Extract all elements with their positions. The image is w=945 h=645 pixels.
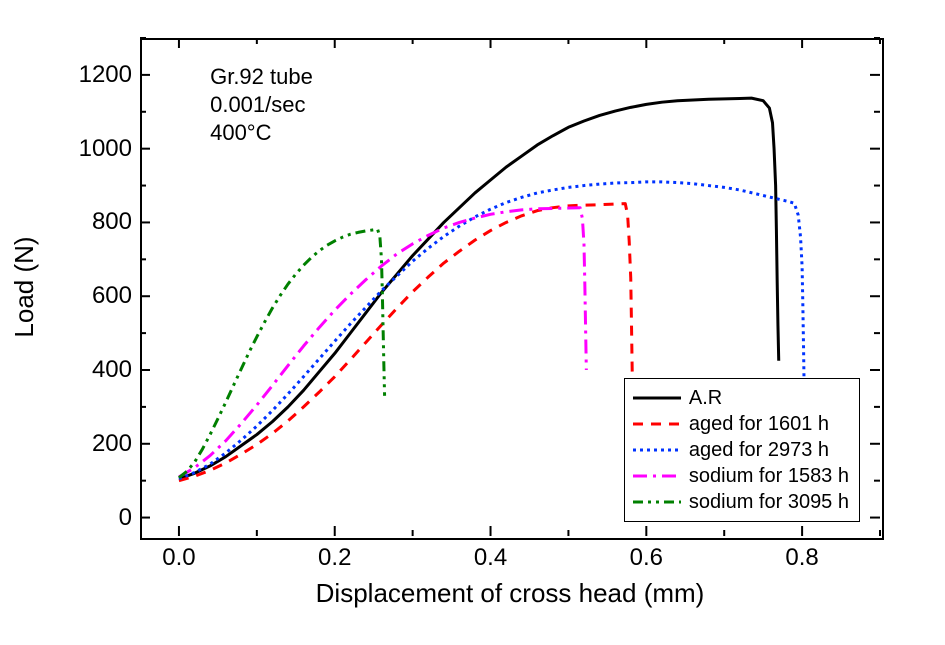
- legend: A.R aged for 1601 h aged for 2973 h sodium …: [624, 378, 860, 522]
- y-tick-label: 1000: [78, 135, 132, 163]
- legend-item: sodium for 1583 h: [633, 463, 849, 489]
- chart-annotation: Gr.92 tube0.001/sec400°C: [210, 64, 313, 148]
- y-tick-label: 400: [78, 356, 132, 384]
- legend-item: A.R: [633, 385, 849, 411]
- series-aged-for-1601-h: [179, 204, 634, 481]
- legend-swatch: [633, 414, 681, 434]
- annotation-line: 400°C: [210, 120, 313, 146]
- legend-label: sodium for 3095 h: [689, 491, 849, 514]
- legend-swatch: [633, 388, 681, 408]
- x-tick-label: 0.8: [785, 544, 818, 572]
- y-tick-label: 600: [78, 282, 132, 310]
- annotation-line: 0.001/sec: [210, 92, 313, 118]
- legend-item: aged for 2973 h: [633, 437, 849, 463]
- y-tick-label: 1200: [78, 61, 132, 89]
- series-sodium-for-1583-h: [179, 208, 586, 477]
- x-axis-title: Displacement of cross head (mm): [140, 578, 880, 609]
- chart-frame: Load (N) Displacement of cross head (mm)…: [0, 0, 945, 645]
- legend-label: A.R: [689, 387, 722, 410]
- y-tick-label: 0: [78, 504, 132, 532]
- x-tick-label: 0.6: [630, 544, 663, 572]
- legend-label: aged for 2973 h: [689, 439, 829, 462]
- x-tick-label: 0.4: [474, 544, 507, 572]
- y-tick-label: 200: [78, 430, 132, 458]
- legend-label: sodium for 1583 h: [689, 465, 849, 488]
- x-tick-label: 0.2: [318, 544, 351, 572]
- legend-item: aged for 1601 h: [633, 411, 849, 437]
- legend-swatch: [633, 440, 681, 460]
- y-axis-title: Load (N): [9, 38, 40, 536]
- legend-label: aged for 1601 h: [689, 413, 829, 436]
- y-tick-label: 800: [78, 208, 132, 236]
- series-sodium-for-3095-h: [179, 229, 385, 478]
- legend-swatch: [633, 466, 681, 486]
- legend-swatch: [633, 492, 681, 512]
- annotation-line: Gr.92 tube: [210, 64, 313, 90]
- legend-item: sodium for 3095 h: [633, 489, 849, 515]
- x-tick-label: 0.0: [162, 544, 195, 572]
